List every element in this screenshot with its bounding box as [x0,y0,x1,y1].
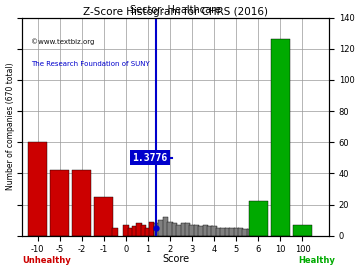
Bar [293,225,312,236]
Bar [271,39,290,236]
Y-axis label: Number of companies (670 total): Number of companies (670 total) [5,63,14,191]
Bar [167,222,173,236]
Bar [158,220,164,236]
Bar [141,225,147,236]
Bar [181,223,186,236]
X-axis label: Score: Score [162,254,189,264]
Bar [94,197,113,236]
Bar [225,228,230,236]
Bar [203,225,208,236]
Bar [211,226,217,236]
Bar [185,223,190,236]
Bar [154,223,159,236]
Bar [229,228,235,236]
Bar [198,226,204,236]
Bar [72,170,91,236]
Bar [127,228,133,236]
Bar [249,201,268,236]
Title: Z-Score Histogram for CHRS (2016): Z-Score Histogram for CHRS (2016) [83,7,268,17]
Bar [149,222,154,236]
Text: Unhealthy: Unhealthy [22,256,71,265]
Bar [247,230,252,236]
Bar [238,228,243,236]
Bar [136,223,142,236]
Bar [189,225,195,236]
Bar [216,228,221,236]
Text: Healthy: Healthy [298,256,335,265]
Bar [28,142,47,236]
Bar [176,225,182,236]
Bar [207,226,212,236]
Bar [145,228,151,236]
Bar [50,170,69,236]
Text: ©www.textbiz.org: ©www.textbiz.org [31,38,95,45]
Text: 1.3776: 1.3776 [132,153,167,163]
Bar [172,223,177,236]
Bar [112,228,118,236]
Bar [194,225,199,236]
Bar [163,217,168,236]
Bar [123,225,129,236]
Bar [234,228,239,236]
Bar [220,228,226,236]
Bar [132,226,138,236]
Bar [251,230,257,236]
Text: The Research Foundation of SUNY: The Research Foundation of SUNY [31,60,150,67]
Bar [242,230,248,236]
Text: Sector: Healthcare: Sector: Healthcare [130,5,221,15]
